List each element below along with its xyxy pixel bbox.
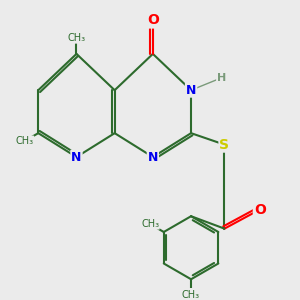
- Text: N: N: [186, 84, 196, 97]
- Text: CH₃: CH₃: [68, 33, 85, 43]
- Text: H: H: [217, 73, 226, 83]
- Text: N: N: [148, 151, 158, 164]
- Text: N: N: [71, 151, 82, 164]
- Text: O: O: [147, 14, 159, 28]
- Text: S: S: [220, 138, 230, 152]
- Text: CH₃: CH₃: [16, 136, 34, 146]
- Text: O: O: [254, 202, 266, 217]
- Text: CH₃: CH₃: [141, 219, 159, 229]
- Text: CH₃: CH₃: [182, 290, 200, 300]
